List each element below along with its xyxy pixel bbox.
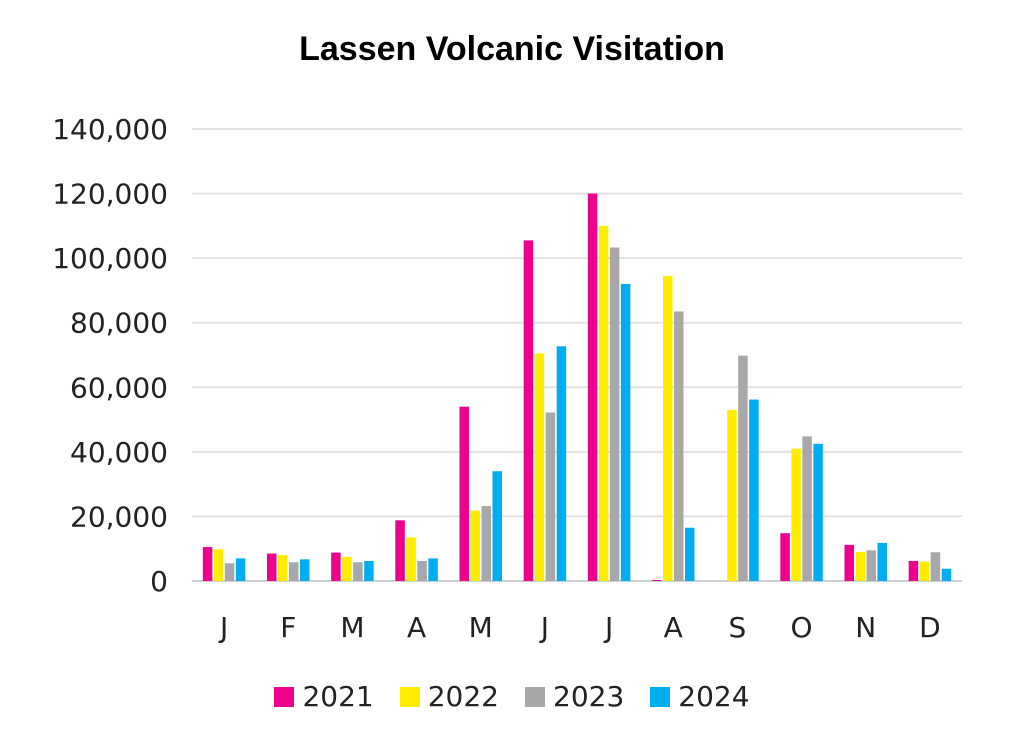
legend-swatch <box>525 686 545 707</box>
y-tick-label: 0 <box>150 565 168 598</box>
bar-2022-11 <box>919 561 930 581</box>
bar-2024-8 <box>749 399 759 581</box>
bar-2022-10 <box>855 551 865 581</box>
x-tick-label: J <box>218 611 228 644</box>
bar-2024-1 <box>300 559 310 581</box>
bar-2023-6 <box>609 247 620 581</box>
bar-2022-0 <box>213 549 224 581</box>
y-axis-ticks: 0 20,000 40,000 60,000 80,000 100,000 120,000 1… <box>52 113 168 598</box>
y-tick-label: 140,000 <box>52 113 168 146</box>
legend: 2021 2022 2023 2024 <box>0 680 1024 713</box>
bar-2024-2 <box>364 560 374 581</box>
x-tick-label: F <box>280 611 296 644</box>
x-tick-label: J <box>603 611 613 644</box>
legend-item: 2022 <box>399 680 499 713</box>
legend-label: 2022 <box>427 680 499 713</box>
bar-2024-10 <box>877 542 887 581</box>
bar-2022-5 <box>534 353 545 581</box>
bar-2022-8 <box>727 409 737 581</box>
x-tick-label: D <box>919 611 941 644</box>
bar-2024-6 <box>620 283 631 581</box>
x-tick-label: O <box>791 611 813 644</box>
bar-2021-1 <box>267 553 277 581</box>
y-tick-label: 80,000 <box>70 307 168 340</box>
bar-2021-2 <box>331 552 341 581</box>
bar-2024-5 <box>556 346 567 581</box>
chart-title: Lassen Volcanic Visitation <box>299 30 725 68</box>
bar-2022-2 <box>342 556 352 581</box>
bar-2023-2 <box>353 562 363 581</box>
x-tick-label: M <box>469 611 493 644</box>
bar-2021-4 <box>459 406 469 581</box>
legend-label: 2024 <box>678 680 750 713</box>
legend-swatch <box>650 686 671 707</box>
x-tick-label: S <box>729 611 747 644</box>
bar-2021-10 <box>844 544 854 581</box>
legend-swatch <box>399 686 420 707</box>
bar-2022-3 <box>406 537 416 581</box>
bar-2023-11 <box>930 552 941 581</box>
bar-2021-0 <box>202 547 213 581</box>
legend-item: 2024 <box>650 680 750 713</box>
bar-2021-9 <box>780 533 790 581</box>
bar-2023-10 <box>866 550 876 581</box>
bar-2021-11 <box>908 560 919 581</box>
bar-2024-3 <box>428 558 438 581</box>
x-tick-label: M <box>340 611 364 644</box>
bar-2023-1 <box>289 562 299 581</box>
bar-2023-5 <box>545 412 556 581</box>
bar-2024-4 <box>492 471 502 581</box>
bar-2023-7 <box>674 311 684 581</box>
x-tick-label: A <box>664 611 683 644</box>
gridlines <box>192 128 962 582</box>
bar-2021-5 <box>523 240 534 581</box>
bar-2024-11 <box>941 568 952 581</box>
bar-2021-6 <box>587 193 598 582</box>
bars <box>202 193 952 582</box>
legend-item: 2023 <box>525 680 624 713</box>
y-tick-label: 20,000 <box>70 500 168 533</box>
bar-2024-9 <box>813 443 823 581</box>
bar-2022-7 <box>663 275 673 581</box>
bar-2022-9 <box>791 448 801 581</box>
x-tick-label: N <box>855 611 876 644</box>
y-tick-label: 40,000 <box>70 436 168 469</box>
bar-2023-4 <box>481 506 491 581</box>
bar-2023-0 <box>224 563 235 581</box>
legend-item: 2021 <box>274 680 374 713</box>
legend-label: 2023 <box>553 680 625 713</box>
bar-2023-3 <box>417 560 427 581</box>
bar-2022-4 <box>470 510 480 581</box>
bar-2022-1 <box>278 555 288 581</box>
y-tick-label: 100,000 <box>52 242 168 275</box>
x-tick-label: J <box>539 611 549 644</box>
bar-2024-0 <box>235 558 246 581</box>
bar-2023-9 <box>802 436 812 581</box>
bar-2023-8 <box>738 355 748 581</box>
bar-2021-7 <box>652 580 662 581</box>
legend-swatch <box>274 686 295 707</box>
bar-2022-6 <box>598 225 609 581</box>
y-tick-label: 60,000 <box>70 371 168 404</box>
bar-2024-7 <box>685 527 695 581</box>
legend-label: 2021 <box>302 680 374 713</box>
y-tick-label: 120,000 <box>52 178 168 211</box>
x-tick-label: A <box>407 611 426 644</box>
bar-2021-3 <box>395 520 405 581</box>
